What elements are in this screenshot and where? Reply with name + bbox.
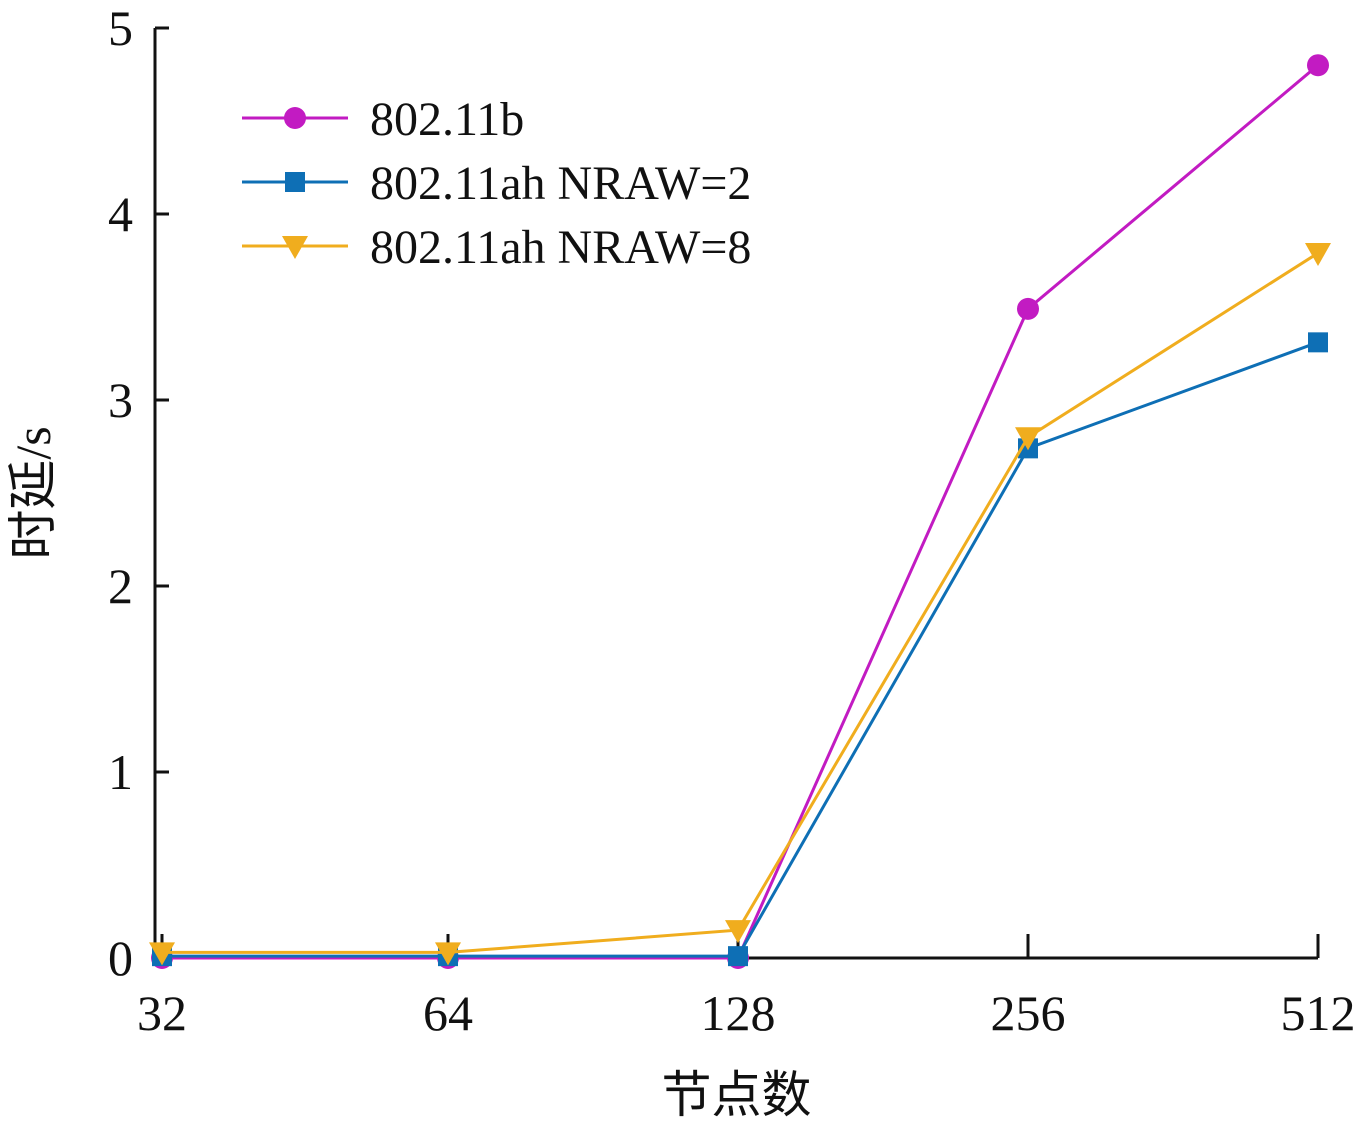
x-tick-label: 128 bbox=[701, 985, 776, 1041]
x-tick-label: 512 bbox=[1281, 985, 1356, 1041]
x-tick-label: 64 bbox=[423, 985, 473, 1041]
data-point bbox=[149, 942, 175, 966]
legend-marker bbox=[285, 172, 305, 192]
data-point bbox=[435, 942, 461, 966]
y-tick-label: 4 bbox=[108, 186, 133, 242]
series-layer bbox=[149, 54, 1331, 969]
legend-item: 802.11ah NRAW=2 bbox=[242, 157, 751, 210]
series-1 bbox=[152, 332, 1328, 967]
data-point bbox=[1308, 332, 1328, 353]
x-tick-label: 32 bbox=[137, 985, 187, 1041]
data-point bbox=[1305, 243, 1331, 267]
data-point bbox=[725, 920, 751, 944]
x-axis-title: 节点数 bbox=[662, 1067, 812, 1123]
data-point bbox=[728, 946, 748, 967]
y-tick-label: 3 bbox=[108, 372, 133, 428]
legend-label: 802.11b bbox=[370, 93, 524, 146]
legend-label: 802.11ah NRAW=2 bbox=[370, 157, 751, 210]
x-tick-label: 256 bbox=[991, 985, 1066, 1041]
data-point bbox=[1017, 297, 1039, 320]
legend-item: 802.11b bbox=[242, 93, 524, 146]
y-axis-title: 时延/s bbox=[5, 426, 61, 559]
legend-label: 802.11ah NRAW=8 bbox=[370, 221, 751, 274]
y-tick-label: 2 bbox=[108, 558, 133, 614]
data-point bbox=[1307, 54, 1329, 77]
series-line bbox=[162, 251, 1319, 954]
legend-item: 802.11ah NRAW=8 bbox=[242, 221, 751, 274]
legend: 802.11b 802.11ah NRAW=2 802.11ah NRAW=8 bbox=[242, 93, 751, 274]
legend-marker bbox=[282, 236, 308, 259]
axes: 0 1 2 3 4 5 32 64 128 256 512 bbox=[108, 0, 1356, 1041]
series-line bbox=[162, 340, 1319, 958]
y-tick-label: 5 bbox=[108, 0, 133, 56]
y-tick-label: 0 bbox=[108, 930, 133, 986]
series-2 bbox=[149, 243, 1331, 966]
y-tick-label: 1 bbox=[108, 744, 133, 800]
data-point bbox=[1015, 427, 1041, 451]
legend-marker bbox=[284, 107, 306, 129]
